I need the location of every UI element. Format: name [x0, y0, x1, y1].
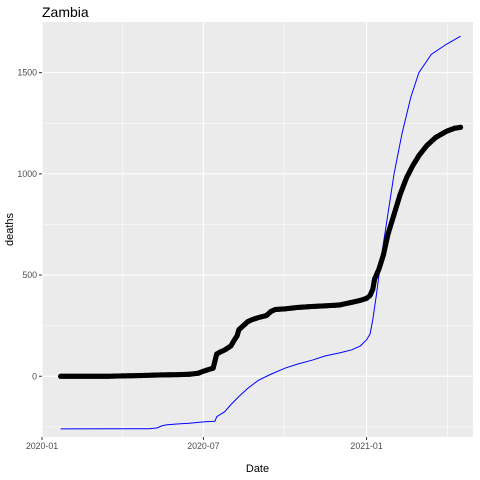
y-tick-label: 500 — [22, 270, 37, 280]
x-tick-label: 2020-07 — [187, 441, 219, 451]
x-tick-label: 2021-01 — [350, 441, 382, 451]
grid-minor — [42, 22, 473, 437]
x-tick-label: 2020-01 — [26, 441, 58, 451]
axis-ticks — [39, 72, 368, 440]
trend-line — [60, 35, 461, 430]
chart-title: Zambia — [42, 4, 89, 20]
y-tick-labels: 0 500 1000 1500 — [17, 68, 37, 382]
y-tick-label: 1000 — [17, 169, 37, 179]
trend-line-layer — [60, 35, 461, 430]
x-tick-labels: 2020-01 2020-07 2021-01 — [26, 441, 383, 451]
y-tick-label: 1500 — [17, 68, 37, 78]
data-point — [457, 124, 464, 130]
plot-panel — [42, 22, 473, 437]
y-tick-label: 0 — [32, 371, 37, 381]
data-points-layer — [58, 124, 464, 379]
x-axis-title: Date — [246, 463, 269, 475]
y-axis-title: deaths — [4, 212, 16, 246]
